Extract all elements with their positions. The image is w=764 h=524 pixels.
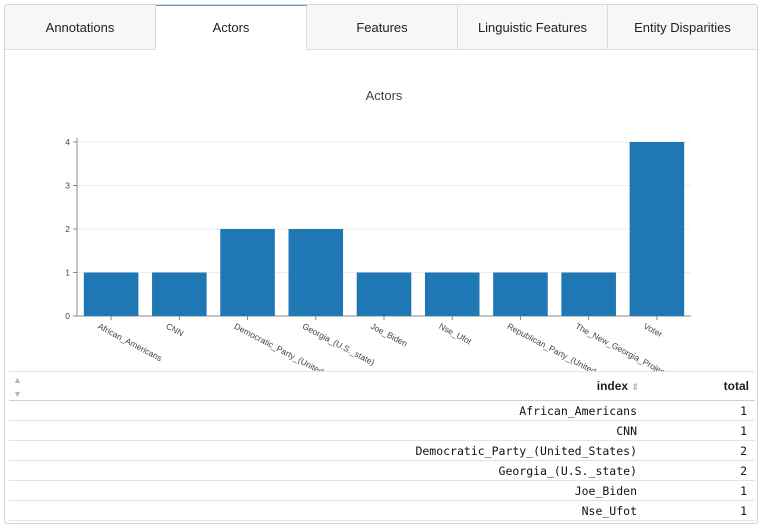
bar xyxy=(152,272,207,316)
total-column-header[interactable]: total xyxy=(645,371,755,401)
index-cell: African_Americans xyxy=(25,400,645,421)
index-cell: Democratic_Party_(United_States) xyxy=(25,440,645,461)
y-tick-label: 0 xyxy=(65,311,70,321)
x-tick-label: Voter xyxy=(642,321,664,339)
y-tick-label: 3 xyxy=(65,181,70,191)
total-cell: 1 xyxy=(645,420,755,441)
tab-annotations[interactable]: Annotations xyxy=(5,5,156,50)
tab-entity-disparities[interactable]: Entity Disparities xyxy=(608,5,757,50)
table-row: CNN 1 xyxy=(9,420,755,441)
bar xyxy=(220,229,275,316)
row-sort-header[interactable]: ▲ ▼ xyxy=(9,371,26,401)
total-cell: 1 xyxy=(645,480,755,501)
index-cell: Joe_Biden xyxy=(25,480,645,501)
x-tick-label: African_Americans xyxy=(96,321,164,363)
total-cell: 1 xyxy=(645,400,755,421)
tab-bar: Annotations Actors Features Linguistic F… xyxy=(5,5,757,51)
index-header-label: index xyxy=(596,379,629,393)
sort-icon: ⇕ xyxy=(631,382,639,392)
total-cell: 2 xyxy=(645,440,755,461)
index-cell: CNN xyxy=(25,420,645,441)
y-tick-label: 1 xyxy=(65,268,70,278)
bar xyxy=(424,272,480,316)
table-header-row: ▲ ▼ index ⇕ total xyxy=(9,371,755,401)
table-row: Democratic_Party_(United_States) 2 xyxy=(9,440,755,461)
table-row: Georgia_(U.S._state) 2 xyxy=(9,460,755,481)
x-tick-label: CNN xyxy=(164,321,185,338)
tab-actors[interactable]: Actors xyxy=(156,5,307,50)
bar xyxy=(561,272,616,316)
index-column-header[interactable]: index ⇕ xyxy=(25,371,645,401)
table-row: Joe_Biden 1 xyxy=(9,480,755,501)
y-tick-label: 4 xyxy=(65,137,70,147)
table-row: Nse_Ufot 1 xyxy=(9,500,755,521)
bar xyxy=(288,229,344,316)
x-tick-label: Joe_Biden xyxy=(369,321,409,349)
index-cell: Georgia_(U.S._state) xyxy=(25,460,645,481)
actors-table: ▲ ▼ index ⇕ total African_Americans 1 CNN 1… xyxy=(9,371,755,521)
bar xyxy=(356,272,412,316)
y-tick-label: 2 xyxy=(65,224,70,234)
tab-features[interactable]: Features xyxy=(307,5,458,50)
bar xyxy=(83,272,139,316)
tab-linguistic-features[interactable]: Linguistic Features xyxy=(458,5,608,50)
chart-title: Actors xyxy=(366,88,403,103)
table-row: African_Americans 1 xyxy=(9,400,755,421)
bar xyxy=(629,142,685,316)
total-header-label: total xyxy=(723,379,749,393)
total-cell: 2 xyxy=(645,460,755,481)
sort-icon: ▲ ▼ xyxy=(13,375,22,399)
x-tick-label: Nse_Ufot xyxy=(437,321,474,347)
bar xyxy=(493,272,548,316)
panel-frame: Annotations Actors Features Linguistic F… xyxy=(4,4,758,524)
